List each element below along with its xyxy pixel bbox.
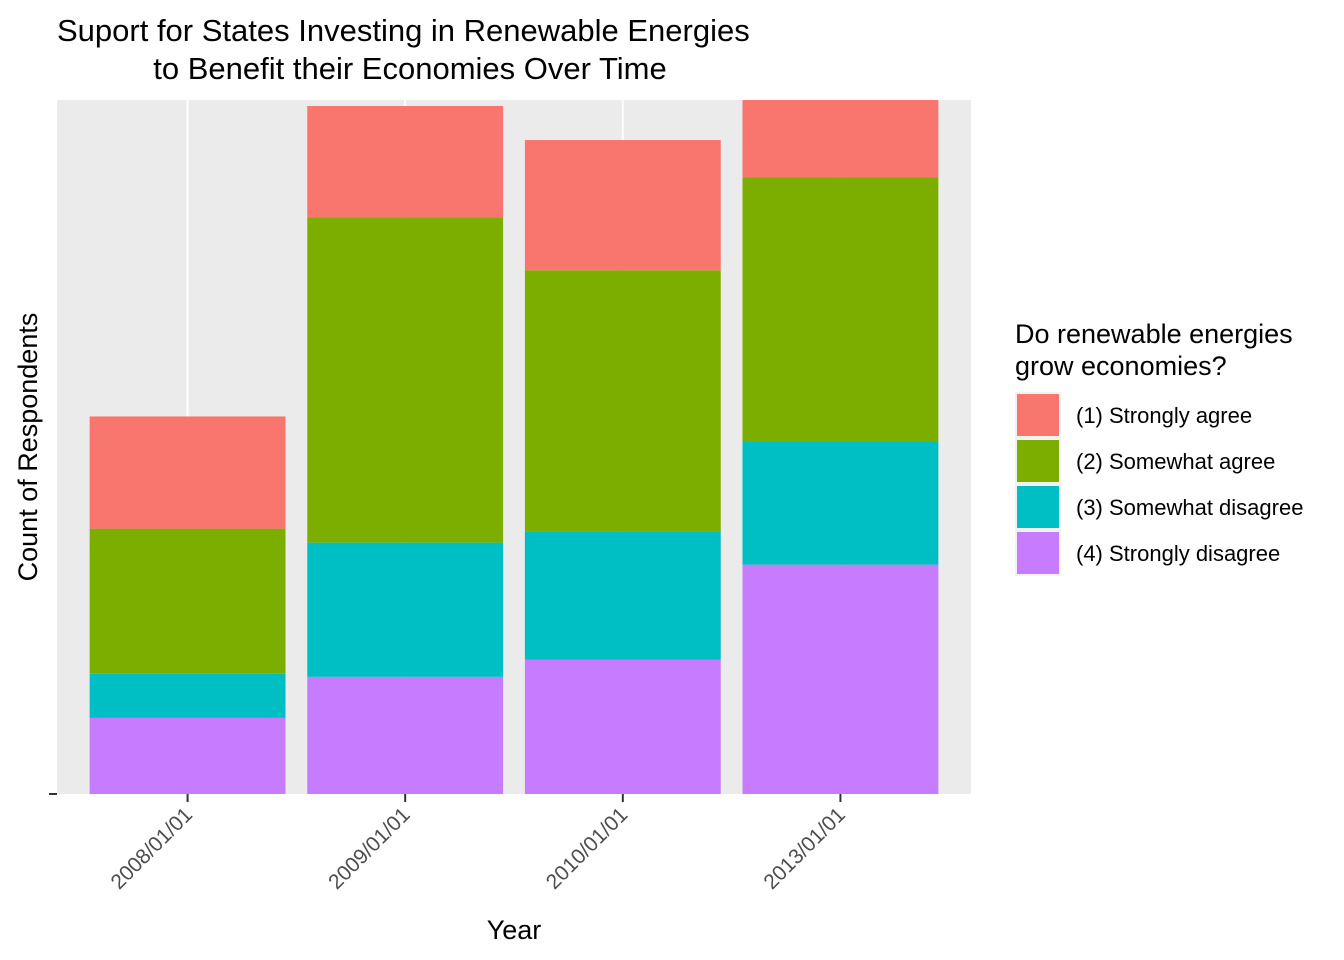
bar-2010-01-01-series-4 [524, 140, 721, 271]
bars [89, 100, 939, 794]
bar-2009-01-01-series-1 [307, 676, 504, 794]
chart-title-line-2: to Benefit their Economies Over Time [153, 51, 666, 86]
bar-2013-01-01-series-1 [742, 564, 939, 794]
legend-label-2: (2) Somewhat agree [1076, 449, 1275, 474]
legend: Do renewable energies grow economies? (1… [1015, 319, 1303, 576]
x-tick-label-3: 2013/01/01 [759, 803, 850, 894]
x-tick-label-0: 2008/01/01 [107, 803, 198, 894]
legend-title-line-1: Do renewable energies [1015, 319, 1293, 349]
legend-swatch-4 [1017, 532, 1059, 574]
legend-swatch-2 [1017, 440, 1059, 482]
bar-2009-01-01-series-2 [307, 542, 504, 677]
chart-title-line-1: Suport for States Investing in Renewable… [57, 13, 750, 48]
x-tick-label-1: 2009/01/01 [324, 803, 415, 894]
legend-label-4: (4) Strongly disagree [1076, 541, 1280, 566]
y-axis-title: Count of Respondents [13, 313, 43, 582]
x-axis-title: Year [487, 915, 542, 945]
bar-2010-01-01-series-3 [524, 270, 721, 532]
legend-label-1: (1) Strongly agree [1076, 403, 1252, 428]
bar-2008-01-01-series-2 [89, 673, 286, 718]
bar-2009-01-01-series-3 [307, 217, 504, 543]
legend-label-3: (3) Somewhat disagree [1076, 495, 1303, 520]
bar-2008-01-01-series-4 [89, 416, 286, 529]
bar-2008-01-01-series-1 [89, 717, 286, 794]
x-tick-label-2: 2010/01/01 [542, 803, 633, 894]
bar-2008-01-01-series-3 [89, 528, 286, 674]
bar-2013-01-01-series-3 [742, 177, 939, 442]
bar-2013-01-01-series-2 [742, 441, 939, 565]
bar-2010-01-01-series-2 [524, 531, 721, 660]
legend-title-line-2: grow economies? [1015, 351, 1227, 381]
legend-swatch-3 [1017, 486, 1059, 528]
bar-2013-01-01-series-4 [742, 100, 939, 178]
bar-2010-01-01-series-1 [524, 659, 721, 794]
bar-2009-01-01-series-4 [307, 106, 504, 218]
x-axis-ticks: 2008/01/01 2009/01/01 2010/01/01 2013/01/01 [107, 794, 850, 894]
legend-swatch-1 [1017, 394, 1059, 436]
